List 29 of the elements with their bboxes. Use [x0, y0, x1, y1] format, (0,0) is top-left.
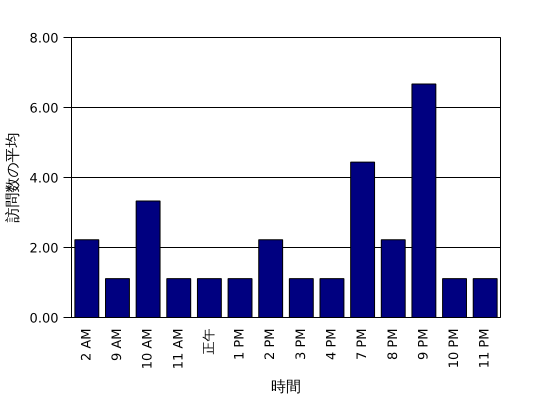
x-tick-label: 9 AM [110, 328, 125, 362]
x-tick-label: 2 PM [263, 328, 278, 360]
y-tick-label: 0.00 [30, 312, 59, 326]
x-tick-label: 8 PM [386, 328, 401, 360]
x-tick-label: 3 PM [294, 328, 309, 360]
x-tick-label: 11 PM [478, 328, 493, 368]
bar [442, 278, 467, 318]
y-axis-title: 訪問数の平均 [4, 132, 22, 222]
x-tick-label: 11 AM [171, 328, 186, 370]
x-tick-label: 10 AM [140, 328, 156, 370]
y-tick-label: 6.00 [30, 102, 59, 116]
y-tick-label: 2.00 [30, 242, 59, 256]
x-tick-label: 7 PM [355, 328, 370, 360]
bar [472, 278, 498, 318]
x-tick-label: 10 PM [447, 328, 462, 368]
x-tick-label: 正午 [202, 328, 217, 354]
bar [166, 278, 192, 318]
bar [105, 278, 130, 318]
x-tick-label: 1 PM [232, 328, 248, 360]
y-tick-label: 4.00 [30, 172, 59, 186]
x-tick-label: 4 PM [324, 328, 340, 360]
bar [320, 278, 344, 318]
x-tick-label: 2 AM [79, 328, 94, 362]
x-tick-label: 9 PM [416, 328, 432, 360]
bar [288, 278, 314, 318]
bar [228, 278, 252, 318]
y-tick-label: 8.00 [30, 32, 59, 46]
x-axis-title: 時間 [271, 377, 301, 396]
bar [196, 278, 222, 318]
